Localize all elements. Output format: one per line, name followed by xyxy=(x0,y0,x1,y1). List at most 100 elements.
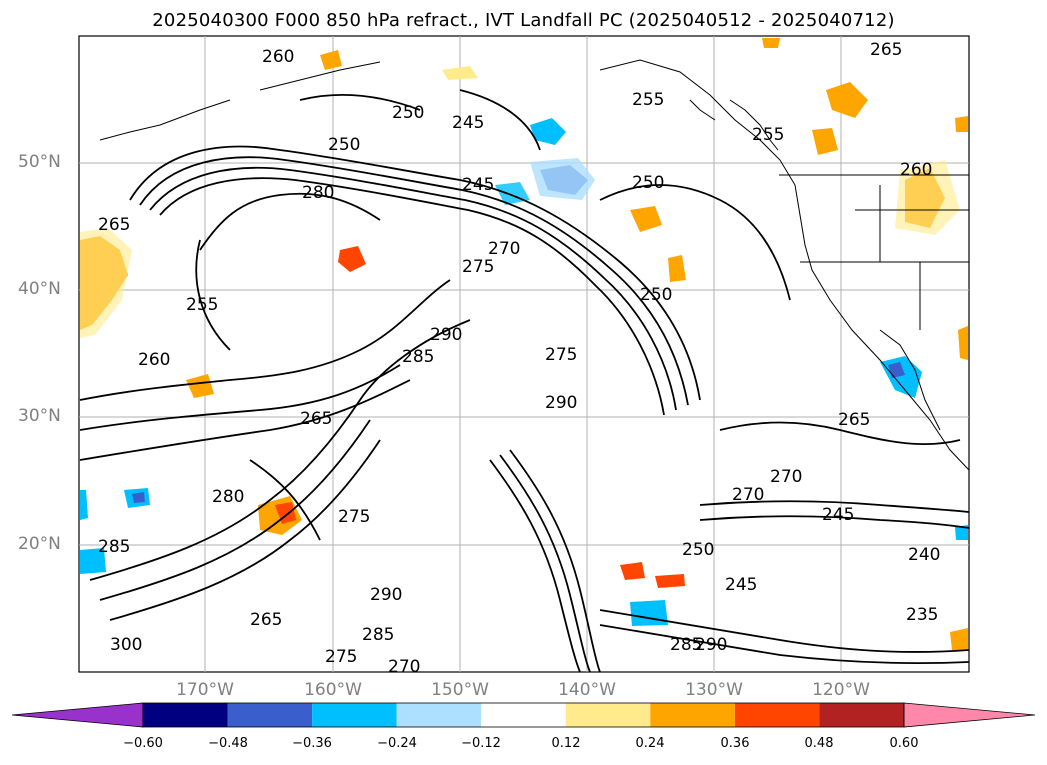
contour-label: 265 xyxy=(300,409,332,429)
orange-patch-east-edge xyxy=(958,326,968,360)
lat-label-30n: 30°N xyxy=(18,406,61,426)
colorbar-tick: 0.24 xyxy=(635,736,665,751)
yellow-patch-ne xyxy=(895,160,960,235)
blue-patch-north xyxy=(530,118,566,145)
orange-patch-ne2 xyxy=(812,128,838,155)
contour-label: 300 xyxy=(110,635,142,655)
map-title: 2025040300 F000 850 hPa refract., IVT La… xyxy=(152,10,895,31)
contour-label: 270 xyxy=(732,485,764,505)
colorbar-tick: −0.36 xyxy=(292,736,332,751)
blue-patch-se2 xyxy=(630,600,668,626)
colorbar-tick: 0.36 xyxy=(720,736,750,751)
contour-label: 290 xyxy=(545,393,577,413)
navy-patch-sw xyxy=(132,492,145,503)
orange-patch-nw xyxy=(320,50,342,70)
contour-label: 280 xyxy=(212,487,244,507)
lon-label-140w: 140°W xyxy=(558,680,616,700)
contour-label: 245 xyxy=(452,113,484,133)
refractivity-contours xyxy=(79,89,970,673)
coastlines xyxy=(99,59,970,471)
contour-label: 260 xyxy=(900,160,932,180)
contour-label: 265 xyxy=(870,40,902,60)
colorbar-tick: −0.48 xyxy=(208,736,248,751)
lon-label-160w: 160°W xyxy=(304,680,362,700)
contour-label: 250 xyxy=(632,173,664,193)
red-patch-south xyxy=(275,502,296,524)
shaded-anomaly-patches xyxy=(80,38,968,650)
contour-label: 235 xyxy=(906,605,938,625)
colorbar-extend-min xyxy=(11,702,144,728)
contour-label: 240 xyxy=(908,545,940,565)
yellow-patch-west xyxy=(80,228,132,338)
contour-label: 285 xyxy=(670,635,702,655)
orange-patch-ne1 xyxy=(826,82,868,118)
colorbar-cell xyxy=(227,703,313,727)
orange-patch-top xyxy=(762,38,780,48)
contour-label: 290 xyxy=(370,585,402,605)
blue-patch-sw1 xyxy=(80,490,88,520)
contour-label: 290 xyxy=(430,325,462,345)
colorbar-frame xyxy=(142,702,905,728)
orange-patch-center xyxy=(338,246,366,272)
colorbar-cell xyxy=(143,703,228,727)
colorbar-cell xyxy=(312,703,397,727)
contour-label: 245 xyxy=(725,575,757,595)
colorbar-cell xyxy=(734,703,820,727)
colorbar-tick: 0.12 xyxy=(551,736,581,751)
contour-label: 250 xyxy=(328,135,360,155)
colorbar-tick: −0.12 xyxy=(461,736,501,751)
orange-patch-sw xyxy=(186,374,214,398)
contour-label: 245 xyxy=(462,175,494,195)
contour-label: 255 xyxy=(186,295,218,315)
contour-label: 250 xyxy=(640,285,672,305)
lat-label-40n: 40°N xyxy=(18,279,61,299)
lon-label-170w: 170°W xyxy=(176,680,234,700)
contour-label: 275 xyxy=(462,257,494,277)
contour-label: 285 xyxy=(98,537,130,557)
lon-label-130w: 130°W xyxy=(685,680,743,700)
lat-label-20n: 20°N xyxy=(18,534,61,554)
contour-label: 270 xyxy=(770,467,802,487)
blue-patch-se3 xyxy=(955,525,968,540)
contour-label: 250 xyxy=(682,540,714,560)
colorbar xyxy=(11,702,1036,728)
contour-label: 275 xyxy=(338,507,370,527)
gridlines xyxy=(79,36,969,672)
contour-label: 250 xyxy=(392,103,424,123)
map-frame xyxy=(78,35,970,673)
contour-label: 265 xyxy=(98,215,130,235)
colorbar-cell xyxy=(819,703,904,727)
colorbar-extend-max xyxy=(903,702,1036,728)
orange-patch-topright xyxy=(955,116,968,132)
contour-label: 275 xyxy=(325,647,357,667)
orange-patch-se2 xyxy=(655,574,685,588)
lat-label-50n: 50°N xyxy=(18,152,61,172)
contour-label: 280 xyxy=(302,183,334,203)
contour-label: 265 xyxy=(838,410,870,430)
contour-label: 275 xyxy=(545,345,577,365)
contour-label: 255 xyxy=(632,90,664,110)
colorbar-cell xyxy=(396,703,482,727)
contour-labels: 260 265 250 245 255 250 280 245 255 250 … xyxy=(98,40,940,677)
colorbar-cell xyxy=(565,703,651,727)
lightblue-halo-north xyxy=(530,158,595,200)
contour-label: 290 xyxy=(695,635,727,655)
colorbar-cell xyxy=(650,703,735,727)
blue-patch-sw3 xyxy=(80,548,106,574)
colorbar-cell xyxy=(481,703,566,727)
contour-label: 285 xyxy=(362,625,394,645)
contour-label: 260 xyxy=(138,350,170,370)
contour-label: 245 xyxy=(822,505,854,525)
yellow-patch-n xyxy=(442,66,478,80)
colorbar-cells xyxy=(11,702,1036,728)
contour-label: 270 xyxy=(388,657,420,677)
contour-label: 260 xyxy=(262,47,294,67)
lon-label-150w: 150°W xyxy=(431,680,489,700)
orange-patch-se3 xyxy=(950,628,968,650)
colorbar-tick: 0.60 xyxy=(889,736,919,751)
orange-patch-east1 xyxy=(630,206,662,232)
contour-label: 270 xyxy=(488,239,520,259)
contour-label: 285 xyxy=(402,347,434,367)
orange-patch-east2 xyxy=(668,255,686,282)
